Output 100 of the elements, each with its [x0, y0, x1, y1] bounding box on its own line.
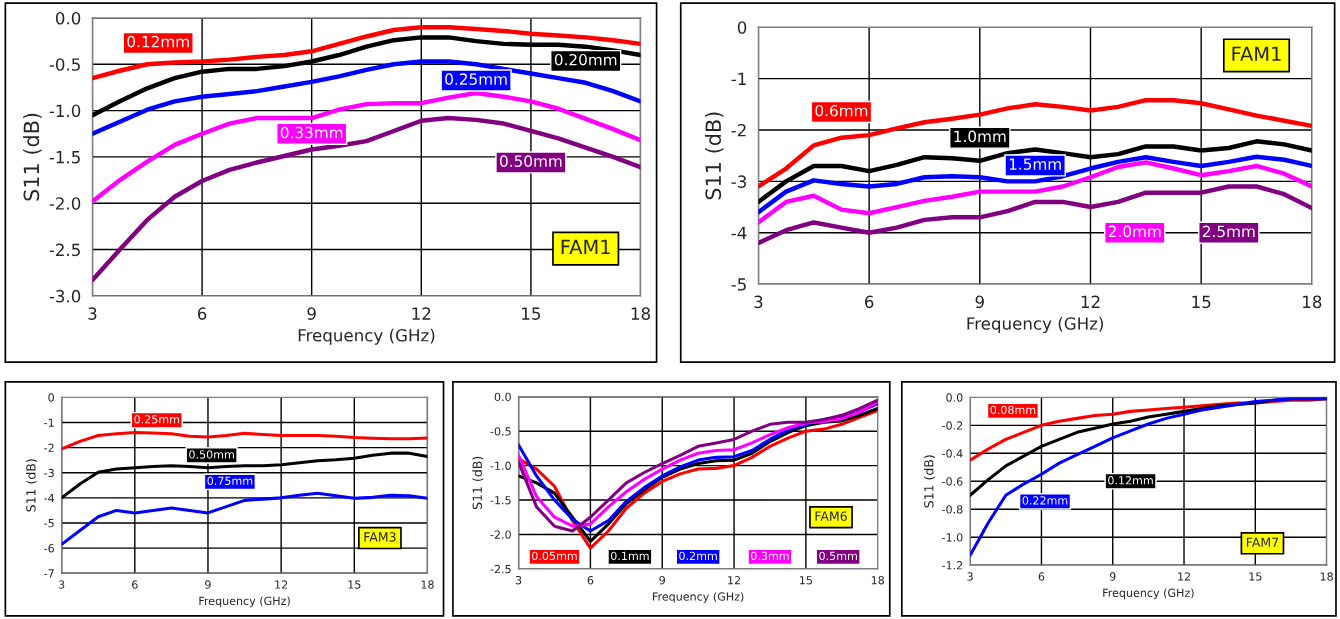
x-tick-label: 6	[132, 580, 138, 589]
y-tick-label: -4	[731, 226, 747, 240]
y-tick-label: 0	[737, 21, 747, 34]
series-label: 0.20mm	[554, 53, 617, 66]
y-tick-label: -1.0	[490, 461, 511, 470]
x-tick-label: 12	[728, 576, 741, 585]
text: 2.5mm	[1202, 225, 1255, 238]
x-axis-title: Frequency (GHz)	[967, 316, 1104, 334]
series-label: 0.25mm	[134, 415, 179, 424]
y-tick-label: -1.2	[942, 561, 963, 570]
x-tick-label: 15	[800, 576, 812, 585]
x-axis-title: Frequency (GHz)	[653, 592, 744, 603]
x-axis-title: Frequency (GHz)	[199, 596, 290, 608]
text: 0.12mm	[1108, 476, 1153, 485]
series-label: 0.50mm	[500, 155, 562, 167]
x-tick-label: 6	[1038, 572, 1045, 581]
line-series	[758, 97, 1312, 189]
y-tick-label: -0.2	[942, 421, 963, 430]
text: 0.5mm	[819, 551, 857, 561]
series-label: 0.33mm	[280, 126, 343, 139]
x-tick-label: 12	[275, 580, 288, 589]
y-tick-label: -0.5	[49, 58, 80, 71]
y-tick-label: -3.0	[49, 289, 81, 303]
y-tick-label: -2.5	[490, 564, 511, 574]
y-tick-label: -0.6	[942, 477, 963, 486]
y-tick-label: -3	[731, 175, 746, 188]
line-series	[61, 491, 428, 546]
x-tick-label: 6	[197, 307, 207, 320]
y-tick-label: -2.0	[49, 197, 81, 210]
x-tick-label: 3	[58, 580, 65, 589]
x-tick-label: 6	[864, 295, 874, 309]
y-axis-title: S11 (dB)	[25, 459, 38, 512]
x-tick-label: 12	[1178, 572, 1190, 581]
y-tick-label: -5	[731, 278, 746, 291]
y-tick-label: -2.5	[49, 243, 80, 257]
series-label: 0.6mm	[815, 104, 868, 117]
line-series	[758, 184, 1312, 246]
series-label: 0.22mm	[1022, 496, 1068, 505]
y-tick-label: -1.0	[942, 533, 963, 542]
line-series	[758, 154, 1312, 215]
x-tick-label: 9	[307, 307, 316, 320]
line-series	[92, 115, 641, 283]
series-label: 0.1mm	[610, 551, 649, 561]
y-axis-title: S11 (dB)	[472, 456, 484, 510]
annotation: FAM3	[364, 532, 396, 542]
line-series	[61, 431, 428, 451]
x-tick-label: 3	[967, 572, 973, 581]
series-label: 0.05mm	[532, 551, 577, 561]
x-tick-label: 9	[1109, 572, 1116, 581]
x-tick-label: 15	[522, 307, 541, 320]
annotation: FAM1	[561, 239, 610, 254]
y-tick-label: -7	[44, 569, 54, 578]
line-series	[758, 160, 1312, 225]
series-label: 0.08mm	[990, 405, 1036, 415]
series-label: 0.12mm	[127, 35, 189, 48]
y-tick-label: -1	[731, 72, 746, 85]
y-tick-label: -3	[44, 468, 54, 478]
y-tick-label: 0	[48, 393, 54, 402]
y-tick-label: -2	[731, 123, 746, 137]
x-tick-label: 9	[975, 295, 984, 309]
y-axis-title: S11 (dB)	[23, 113, 42, 201]
y-tick-label: -6	[44, 544, 54, 553]
y-tick-label: 0.0	[55, 11, 81, 25]
x-tick-label: 15	[348, 580, 361, 589]
y-tick-label: -1	[44, 418, 54, 427]
y-tick-label: -1.5	[490, 496, 511, 505]
y-tick-label: 0.0	[946, 393, 963, 402]
x-tick-label: 6	[587, 576, 594, 585]
annotation: FAM7	[1247, 537, 1279, 547]
x-tick-label: 12	[1081, 295, 1100, 308]
series-label: 1.0mm	[954, 130, 1006, 143]
text: 0.3mm	[751, 551, 789, 561]
x-tick-label: 3	[88, 307, 97, 320]
y-tick-label: -0.5	[490, 427, 511, 436]
text: 0.2mm	[679, 551, 717, 561]
x-axis-title: Frequency (GHz)	[298, 328, 435, 345]
x-tick-label: 18	[871, 576, 885, 585]
series-label: 0.25mm	[445, 73, 507, 85]
series-label: 1.5mm	[1009, 158, 1061, 170]
x-tick-label: 18	[421, 580, 434, 589]
y-tick-label: 0.0	[494, 392, 511, 402]
y-tick-label: -2	[44, 443, 54, 452]
x-tick-label: 18	[1303, 295, 1322, 309]
series-label: 0.50mm	[189, 450, 234, 459]
line-series	[92, 90, 641, 204]
y-tick-label: -1.0	[49, 104, 81, 118]
y-tick-label: -4	[44, 493, 55, 503]
x-tick-label: 3	[754, 295, 763, 309]
y-tick-label: -0.8	[942, 505, 963, 514]
x-tick-label: 3	[515, 576, 522, 585]
y-tick-label: -5	[44, 519, 54, 528]
y-axis-title: S11 (dB)	[704, 112, 724, 200]
text: 2.0mm	[1108, 225, 1161, 238]
series-label: 0.75mm	[207, 476, 253, 485]
x-tick-label: 18	[631, 307, 650, 320]
x-tick-label: 15	[1192, 295, 1211, 309]
y-tick-label: -1.5	[49, 151, 80, 164]
x-tick-label: 15	[1249, 572, 1262, 581]
x-tick-label: 12	[412, 307, 431, 320]
y-axis-title: S11 (dB)	[923, 455, 936, 508]
